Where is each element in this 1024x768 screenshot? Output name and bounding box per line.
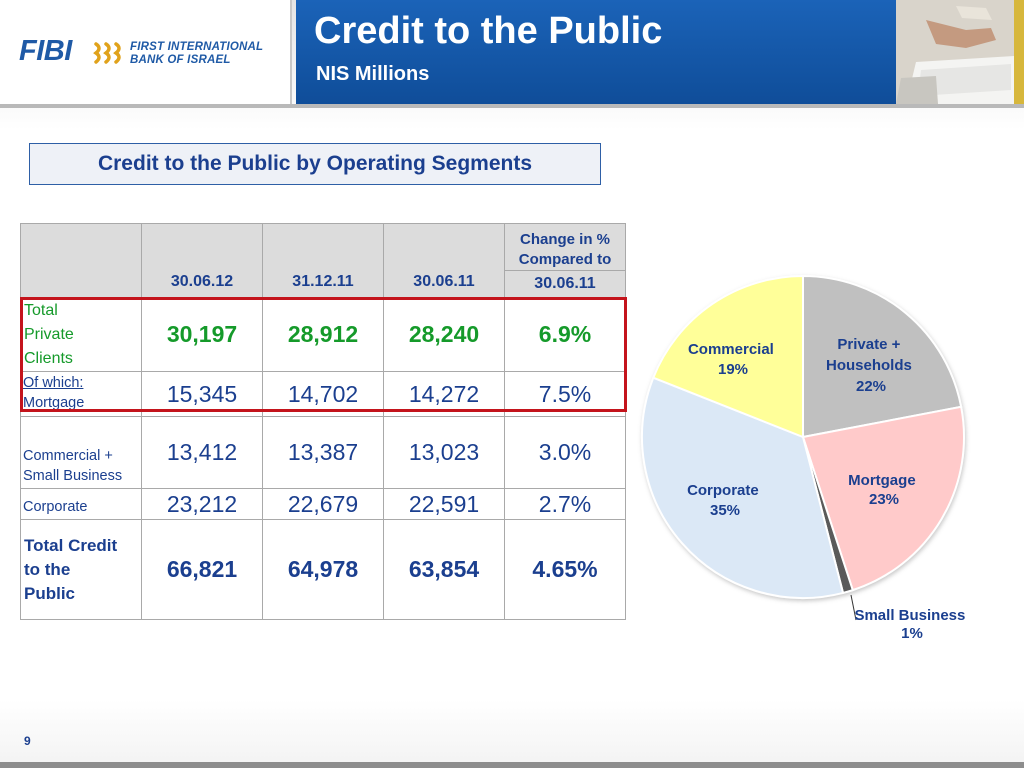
page-number: 9	[24, 734, 31, 748]
table-cell: 23,212	[141, 488, 263, 520]
row-label-line: Public	[24, 583, 76, 603]
section-banner: Credit to the Public by Operating Segmen…	[29, 143, 601, 185]
row-label-line: to the	[24, 559, 71, 579]
pie-label-corporate: Corporate 35%	[687, 482, 763, 519]
table-cell: 66,821	[141, 519, 263, 620]
pie-label-mortgage: Mortgage 23%	[848, 472, 920, 508]
row-label-line: Total	[24, 301, 58, 319]
pie-label-corporate-name: Corporate	[687, 482, 759, 499]
pie-label-private-name1: Private +	[837, 336, 900, 353]
column-header: 30.06.12	[141, 223, 263, 298]
row-label-line: Clients	[24, 349, 73, 367]
table-row: Total Private Clients 30,197 28,912 28,2…	[20, 297, 626, 372]
change-header-line2: Compared to	[518, 251, 612, 268]
bank-logo-icon	[93, 42, 121, 64]
row-label: Total Private Clients	[20, 297, 142, 372]
pie-slice-commercial	[652, 274, 804, 439]
pie-label-private-name2: Households	[826, 357, 912, 374]
table-row: Of which: Mortgage 15,345 14,702 14,272 …	[20, 371, 626, 417]
header-photo	[896, 0, 1024, 104]
row-label-line: Corporate	[23, 499, 88, 515]
row-label-line: Of which:	[23, 375, 84, 391]
row-label-line: Small Business	[23, 468, 123, 484]
change-cell: 6.9%	[504, 297, 626, 372]
change-header: Change in % Compared to	[504, 223, 626, 271]
table-cell: 13,387	[262, 416, 384, 489]
accent-bar	[1014, 0, 1024, 104]
row-label: Corporate	[20, 488, 142, 520]
row-label-line: Commercial +	[23, 448, 113, 464]
page-subtitle: NIS Millions	[316, 63, 430, 85]
row-label: Commercial + Small Business	[20, 416, 142, 489]
table-cell: 13,412	[141, 416, 263, 489]
row-label: Of which: Mortgage	[20, 371, 142, 417]
hand-on-keyboard-image	[896, 0, 1024, 104]
bank-name: FIRST INTERNATIONAL BANK OF ISRAEL	[130, 41, 263, 67]
page-title: Credit to the Public	[314, 10, 663, 52]
header-divider	[0, 104, 1024, 108]
change-cell: 4.65%	[504, 519, 626, 620]
table-row: Commercial + Small Business 13,412 13,38…	[20, 416, 626, 489]
table-cell: 63,854	[383, 519, 505, 620]
change-cell: 3.0%	[504, 416, 626, 489]
pie-label-mortgage-name: Mortgage	[848, 472, 916, 489]
table-row: Total Credit to the Public 66,821 64,978…	[20, 519, 626, 620]
change-header-date: 30.06.11	[504, 270, 626, 298]
pie-label-mortgage-pct: 23%	[869, 491, 899, 508]
pie-slice-private-households	[802, 274, 963, 439]
column-header: 31.12.11	[262, 223, 384, 298]
column-header: 30.06.11	[383, 223, 505, 298]
table-cell: 22,591	[383, 488, 505, 520]
table-cell: 64,978	[262, 519, 384, 620]
table-cell: 14,272	[383, 371, 505, 417]
credit-table: 30.06.12 31.12.11 30.06.11 Change in % C…	[20, 223, 626, 620]
bank-name-line1: FIRST INTERNATIONAL	[130, 41, 264, 53]
pie-label-private-pct: 22%	[856, 378, 886, 395]
table-row: Corporate 23,212 22,679 22,591 2.7%	[20, 488, 626, 520]
table-cell: 15,345	[141, 371, 263, 417]
pie-slice-mortgage	[801, 405, 966, 592]
pie-label-small-name: Small Business	[854, 607, 965, 624]
table-cell: 22,679	[262, 488, 384, 520]
pie-label-commercial-name: Commercial	[688, 341, 774, 358]
row-label-line: Total Credit	[24, 535, 118, 555]
logo-area: FIBI FIRST INTERNATIONAL BANK OF ISRAEL	[0, 0, 292, 104]
table-corner	[20, 223, 142, 298]
table-cell: 13,023	[383, 416, 505, 489]
pie-label-small: Small Business 1%	[854, 607, 969, 642]
pie-label-private: Private + Households 22%	[826, 336, 916, 395]
row-label: Total Credit to the Public	[20, 519, 142, 620]
change-cell: 7.5%	[504, 371, 626, 417]
title-band: Credit to the Public NIS Millions	[296, 0, 896, 104]
table-cell: 28,240	[383, 297, 505, 372]
table-cell: 14,702	[262, 371, 384, 417]
pie-label-small-pct: 1%	[901, 625, 923, 642]
pie-label-commercial-pct: 19%	[718, 361, 748, 378]
change-header-line1: Change in %	[519, 231, 610, 248]
footer-divider	[0, 762, 1024, 768]
logo-wordmark: FIBI	[19, 35, 72, 67]
segments-pie-chart: Private + Households 22% Mortgage 23% Co…	[641, 274, 969, 642]
table-cell: 28,912	[262, 297, 384, 372]
change-cell: 2.7%	[504, 488, 626, 520]
row-label-line: Private	[24, 325, 74, 343]
bank-name-line2: BANK OF ISRAEL	[130, 54, 231, 66]
table-cell: 30,197	[141, 297, 263, 372]
row-label-line: Mortgage	[23, 395, 85, 411]
pie-slice-corporate	[641, 376, 845, 599]
pie-label-commercial: Commercial 19%	[688, 341, 778, 378]
pie-leader-line	[850, 594, 857, 621]
pie-label-corporate-pct: 35%	[710, 502, 740, 519]
